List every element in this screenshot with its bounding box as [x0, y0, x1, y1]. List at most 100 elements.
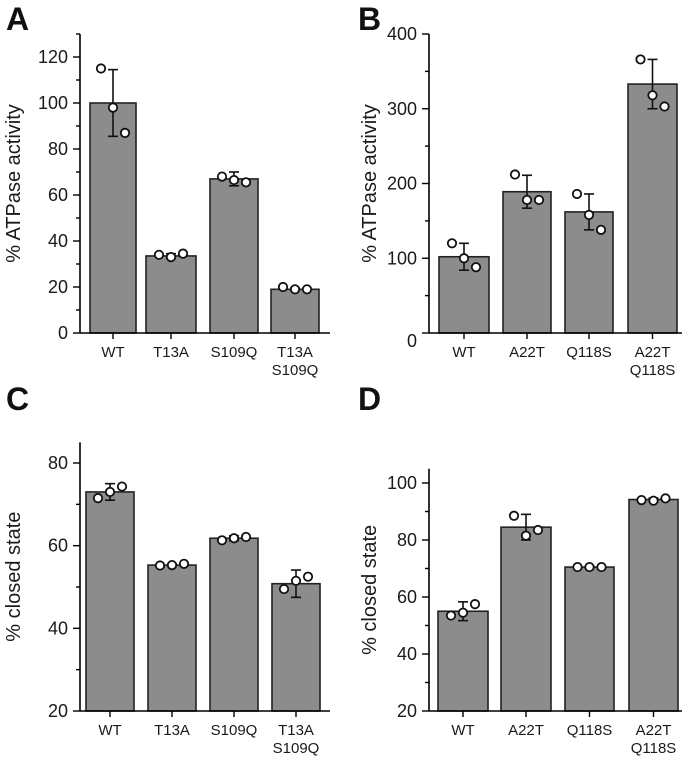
data-point-b-0-1 — [458, 253, 470, 264]
data-point-c-3-0 — [278, 583, 290, 595]
x-tick-label-b-1-0: A22T — [509, 344, 545, 361]
bar-b-3 — [627, 83, 678, 334]
y-tick-label-b-3: 300 — [387, 99, 417, 119]
data-point-a-0-1 — [107, 102, 119, 113]
data-point-a-0-2 — [119, 127, 131, 138]
data-point-b-0-0 — [446, 238, 458, 249]
x-tick-label-b-3-1: Q118S — [630, 362, 676, 379]
data-point-b-1-2 — [533, 194, 545, 206]
data-point-b-0-2 — [470, 262, 482, 273]
bar-b-1 — [502, 190, 552, 334]
x-tick-label-c-3-0: T13A — [278, 722, 314, 739]
x-tick-label-c-3-1: S109Q — [273, 740, 320, 757]
data-point-b-2-0 — [571, 188, 583, 200]
bar-c-1 — [147, 564, 197, 712]
panel-letter-d: D — [358, 381, 381, 417]
data-point-d-2-2 — [596, 561, 607, 573]
bar-c-3 — [271, 582, 321, 712]
y-tick-label-d-0: 20 — [397, 701, 417, 721]
data-point-b-3-1 — [647, 90, 658, 101]
data-point-d-3-1 — [648, 495, 659, 506]
x-tick-label-d-3-0: A22T — [636, 722, 672, 739]
y-axis-label-b: % ATPase activity — [359, 104, 381, 263]
data-point-a-2-2 — [240, 177, 252, 188]
y-tick-label-a-2: 40 — [48, 231, 68, 251]
data-point-a-3-1 — [289, 284, 301, 295]
bar-a-0 — [89, 102, 137, 334]
data-point-d-0-2 — [469, 599, 481, 610]
data-point-c-2-0 — [216, 535, 228, 546]
data-point-a-2-1 — [228, 174, 240, 186]
data-point-a-3-2 — [301, 284, 313, 295]
data-point-d-2-1 — [584, 561, 595, 573]
data-point-b-3-0 — [635, 54, 646, 65]
y-axis-label-a: % ATPase activity — [3, 104, 25, 263]
x-tick-label-b-2-0: Q118S — [566, 344, 612, 361]
panel-letter-c: C — [6, 381, 29, 417]
y-tick-label-c-1: 40 — [48, 618, 68, 638]
data-point-c-1-1 — [166, 559, 178, 571]
x-tick-label-b-0-0: WT — [452, 344, 475, 361]
y-tick-label-b-0: 0 — [407, 331, 417, 351]
bar-d-3 — [628, 498, 679, 712]
y-tick-label-a-1: 20 — [48, 277, 68, 297]
data-point-d-1-0 — [508, 510, 520, 521]
data-point-a-1-0 — [153, 249, 165, 260]
y-tick-label-a-4: 80 — [48, 139, 68, 159]
data-point-d-3-0 — [636, 494, 647, 506]
x-tick-label-b-3-0: A22T — [635, 344, 671, 361]
y-tick-label-d-3: 80 — [397, 530, 417, 550]
data-point-c-2-2 — [240, 531, 252, 543]
x-tick-label-c-0-0: WT — [98, 722, 121, 739]
bar-a-2 — [209, 178, 259, 334]
data-point-b-2-1 — [583, 209, 595, 220]
data-point-b-2-2 — [595, 224, 607, 235]
y-tick-label-c-2: 60 — [48, 536, 68, 556]
x-tick-label-d-0-0: WT — [451, 722, 474, 739]
bar-c-0 — [85, 491, 135, 712]
bar-c-2 — [209, 537, 259, 712]
y-tick-label-d-4: 100 — [387, 473, 417, 493]
data-point-c-0-1 — [104, 486, 116, 498]
y-tick-label-a-0: 0 — [58, 323, 68, 343]
y-tick-label-c-0: 20 — [48, 701, 68, 721]
data-point-a-1-1 — [165, 252, 177, 263]
data-point-c-3-2 — [302, 571, 314, 582]
y-tick-label-b-1: 100 — [387, 248, 417, 268]
y-tick-label-c-3: 80 — [48, 453, 68, 473]
x-tick-label-a-0-0: WT — [101, 344, 124, 361]
y-tick-label-b-2: 200 — [387, 174, 417, 194]
y-tick-label-b-4: 400 — [387, 24, 417, 44]
data-point-c-1-0 — [154, 560, 166, 571]
y-tick-label-a-6: 120 — [38, 47, 68, 67]
data-point-d-2-0 — [572, 561, 583, 573]
x-tick-label-a-3-0: T13A — [277, 344, 313, 361]
data-point-d-0-0 — [445, 610, 457, 621]
data-point-c-0-0 — [92, 493, 104, 504]
x-tick-label-d-3-1: Q118S — [631, 740, 677, 757]
y-axis-label-c: % closed state — [3, 512, 25, 642]
data-point-a-2-0 — [216, 171, 228, 182]
bar-a-3 — [270, 288, 320, 334]
panel-letter-b: B — [358, 1, 381, 37]
data-point-d-1-2 — [532, 524, 544, 536]
y-tick-label-a-3: 60 — [48, 185, 68, 205]
bar-d-2 — [564, 566, 615, 712]
y-tick-label-d-1: 40 — [397, 644, 417, 664]
data-point-d-0-1 — [457, 607, 469, 618]
data-point-a-3-0 — [277, 281, 289, 293]
x-tick-label-a-3-1: S109Q — [272, 362, 319, 379]
y-tick-label-d-2: 60 — [397, 587, 417, 607]
data-point-c-3-1 — [290, 575, 302, 586]
data-point-b-3-2 — [659, 101, 670, 112]
y-axis-label-d: % closed state — [359, 525, 381, 655]
x-tick-label-c-2-0: S109Q — [211, 722, 258, 739]
x-tick-label-a-2-0: S109Q — [211, 344, 258, 361]
data-point-c-0-2 — [116, 481, 128, 492]
x-tick-label-c-1-0: T13A — [154, 722, 190, 739]
bar-d-0 — [437, 610, 489, 712]
panel-letter-a: A — [6, 1, 29, 37]
data-point-c-1-2 — [178, 558, 190, 569]
